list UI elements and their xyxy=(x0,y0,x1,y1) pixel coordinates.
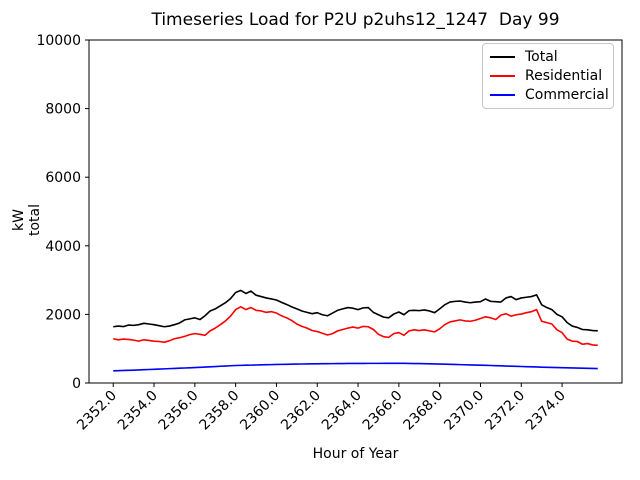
y-tick-label: 2000 xyxy=(45,307,81,323)
chart-legend: Total Residential Commercial xyxy=(482,43,614,109)
legend-label: Residential xyxy=(525,67,603,84)
legend-line-sample-residential xyxy=(490,74,515,77)
x-tick-label: 2354.0 xyxy=(115,388,161,434)
series-line-total xyxy=(113,289,598,332)
x-tick-label: 2368.0 xyxy=(401,388,447,434)
axes-frame xyxy=(88,39,623,384)
x-tick-label: 2370.0 xyxy=(441,388,487,434)
series-line-residential xyxy=(113,306,598,347)
x-tick-label: 2358.0 xyxy=(197,388,243,434)
chart-title: Timeseries Load for P2U p2uhs12_1247 Day… xyxy=(151,10,560,30)
legend-item-commercial: Commercial xyxy=(490,86,609,105)
x-tick-label: 2356.0 xyxy=(156,388,202,434)
x-axis-label: Hour of Year xyxy=(312,446,399,462)
x-tick-label: 2360.0 xyxy=(237,388,283,434)
y-tick-label: 6000 xyxy=(45,170,81,186)
x-tick-label: 2374.0 xyxy=(523,388,569,434)
x-tick-label: 2364.0 xyxy=(319,388,365,434)
legend-item-residential: Residential xyxy=(490,66,606,85)
x-tick-label: 2362.0 xyxy=(278,388,324,434)
y-tick-label: 8000 xyxy=(45,102,81,118)
y-tick-label: 4000 xyxy=(45,239,81,255)
x-tick-label: 2372.0 xyxy=(482,388,528,434)
y-tick-label: 0 xyxy=(72,376,81,392)
x-tick-label: 2366.0 xyxy=(360,388,406,434)
legend-line-sample-total xyxy=(490,55,515,58)
legend-label: Commercial xyxy=(525,87,609,104)
series-line-commercial xyxy=(113,362,598,372)
legend-label: Total xyxy=(525,48,558,65)
legend-line-sample-commercial xyxy=(490,94,515,97)
y-tick-label: 10000 xyxy=(36,33,81,49)
legend-item-total: Total xyxy=(490,47,606,66)
x-tick-label: 2352.0 xyxy=(74,388,120,434)
